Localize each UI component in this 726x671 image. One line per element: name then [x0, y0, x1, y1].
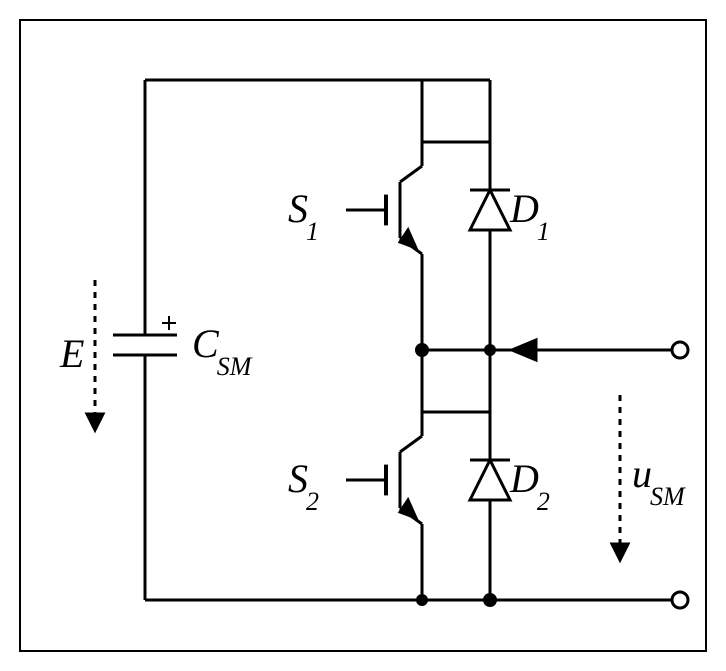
label-D1-sub: 1 — [537, 217, 550, 246]
label-E-main: E — [60, 331, 84, 376]
label-CSM-sub: SM — [217, 352, 252, 381]
label-D1: D1 — [510, 185, 550, 233]
label-S1: S1 — [288, 185, 319, 233]
label-D2: D2 — [510, 455, 550, 503]
label-uSM: uSM — [632, 450, 685, 498]
label-S2-main: S — [288, 456, 308, 501]
label-D2-sub: 2 — [537, 487, 550, 516]
label-CSM-main: C — [192, 321, 219, 366]
label-CSM: CSM — [192, 320, 251, 368]
label-S2: S2 — [288, 455, 319, 503]
label-S2-sub: 2 — [306, 487, 319, 516]
circuit-svg — [0, 0, 726, 671]
label-S1-main: S — [288, 186, 308, 231]
label-D2-main: D — [510, 456, 539, 501]
label-uSM-sub: SM — [650, 482, 685, 511]
label-D1-main: D — [510, 186, 539, 231]
label-E: E — [60, 330, 84, 377]
label-S1-sub: 1 — [306, 217, 319, 246]
label-uSM-main: u — [632, 451, 652, 496]
